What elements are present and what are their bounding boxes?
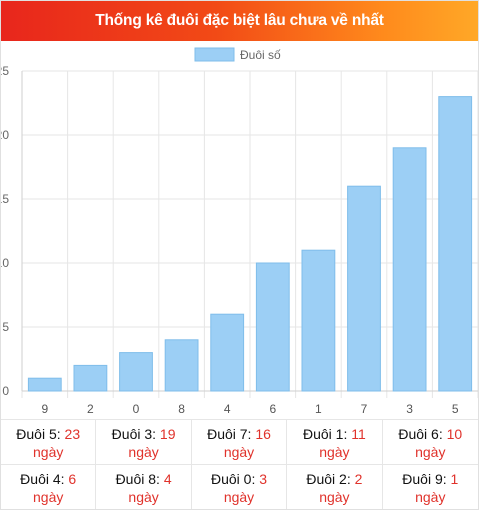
bar-duoi-1 [301,249,336,392]
stat-unit: ngày [33,489,64,505]
stat-unit: ngày [223,489,255,505]
x-tick-label: 9 [41,402,48,416]
x-tick-label: 1 [315,402,322,416]
stat-cell: Đuôi 8: 4 ngày [96,464,192,509]
stat-label: Đuôi 4: [20,471,69,487]
bar-duoi-7 [347,185,381,392]
stat-cell: Đuôi 9: 1 ngày [382,464,478,509]
stat-cell: Đuôi 0: 3 ngày [191,464,288,509]
stat-cell: Đuôi 7: 16 ngày [191,419,288,464]
stat-cell: Đuôi 1: 11 ngày [287,419,383,464]
stat-value: 11 [351,426,366,442]
stat-value: 23 [64,426,81,442]
header-title: Thống kê đuôi đặc biệt lâu chưa về nhất [95,12,384,29]
stat-value: 6 [68,471,77,487]
stat-label: Đuôi 0: [210,471,260,487]
bar-duoi-5 [438,96,473,392]
stat-label: Đuôi 2: [306,471,355,487]
stat-value: 19 [159,426,176,442]
y-tick-label: 25 [1,64,9,78]
x-tick-label: 5 [452,402,459,416]
stat-unit: ngày [128,444,159,460]
x-tick-label: 8 [178,402,185,416]
x-tick-label: 6 [269,402,276,416]
stat-unit: ngày [33,444,64,460]
bar-duoi-2 [73,364,108,392]
legend-swatch [194,47,235,62]
x-tick-label: 4 [224,402,231,416]
stat-label: Đuôi 6: [398,426,447,442]
bar-duoi-6 [255,262,290,392]
x-tick-label: 0 [133,402,140,416]
stat-cell: Đuôi 5: 23 ngày [1,419,97,464]
bar-duoi-8 [164,339,199,392]
bar-duoi-3 [392,147,427,392]
x-tick-label: 3 [406,402,413,416]
stat-unit: ngày [319,489,350,505]
stat-label: Đuôi 9: [402,471,451,487]
legend-label: Đuôi số [240,48,281,62]
stat-unit: ngày [223,444,255,460]
stat-value: 1 [450,471,459,487]
y-tick-label: 0 [2,384,9,398]
y-tick-label: 10 [1,256,9,270]
stat-cell: Đuôi 4: 6 ngày [1,464,97,509]
stat-label: Đuôi 8: [115,471,164,487]
stat-unit: ngày [319,444,350,460]
stat-unit: ngày [128,489,159,505]
stats-grid: Đuôi 5: 23 ngày Đuôi 3: 19 ngày Đuôi 7: 16 ng… [1,419,478,509]
stat-label: Đuôi 5: [16,426,65,442]
stat-cell: Đuôi 6: 10 ngày [382,419,478,464]
stat-value: 4 [163,471,172,487]
stat-unit: ngày [415,444,446,460]
stat-label: Đuôi 1: [302,426,352,442]
stat-value: 3 [259,471,268,487]
y-tick-label: 15 [1,192,9,206]
stat-value: 10 [446,426,463,442]
stat-unit: ngày [415,489,446,505]
stat-label: Đuôi 7: [207,426,256,442]
header-bar: Thống kê đuôi đặc biệt lâu chưa về nhất [1,1,478,41]
stat-cell: Đuôi 2: 2 ngày [287,464,383,509]
y-tick-label: 5 [2,320,9,334]
bar-chart: Đuôi số05101520259208461735 [1,47,478,416]
bar-duoi-4 [210,313,245,392]
stat-label: Đuôi 3: [111,426,160,442]
chart-area: Đuôi số05101520259208461735 [1,41,478,417]
bar-duoi-9 [27,377,62,392]
stat-value: 2 [354,471,363,487]
x-tick-label: 2 [87,402,94,416]
bar-duoi-0 [119,352,153,392]
stat-cell: Đuôi 3: 19 ngày [96,419,192,464]
y-tick-label: 20 [1,128,9,142]
stat-value: 16 [255,426,271,442]
x-tick-label: 7 [361,402,368,416]
